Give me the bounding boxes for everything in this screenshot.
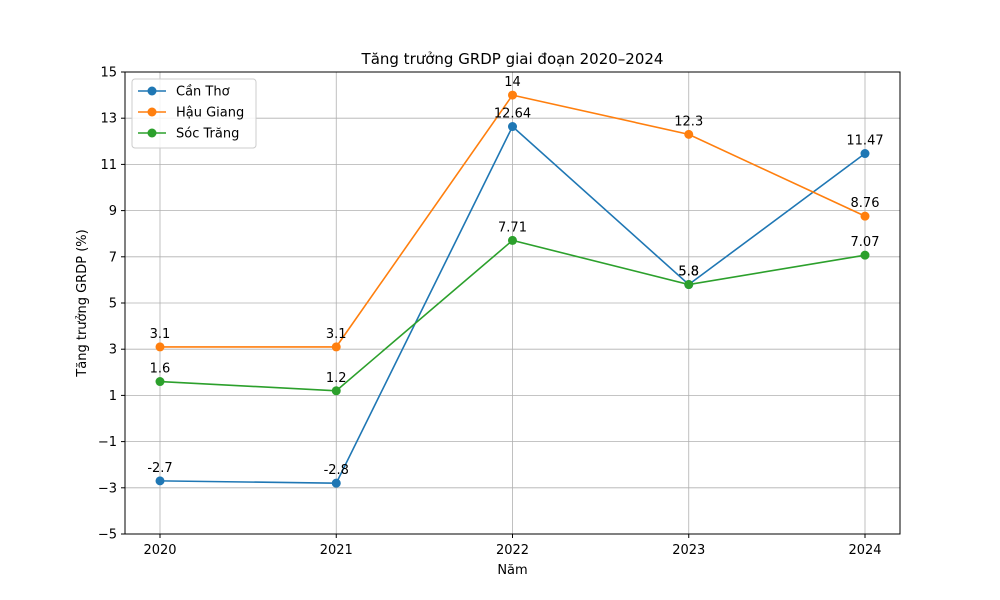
data-label: 11.47	[846, 134, 883, 149]
data-label: 5.8	[678, 265, 699, 280]
data-label: 7.07	[851, 235, 880, 250]
data-labels: -2.7 -2.8 12.64 5.8 11.47 3.1 3.1 14 12.3 8.76 1.6…	[147, 75, 883, 478]
data-label: 12.3	[674, 114, 703, 129]
data-point	[508, 122, 517, 132]
legend-marker	[147, 86, 157, 96]
data-label: 3.1	[150, 327, 171, 342]
data-label: 5.8	[678, 265, 699, 280]
legend-label: Sóc Trăng	[176, 127, 239, 142]
y-tick-label: 13	[100, 112, 117, 127]
data-point	[684, 129, 694, 139]
y-tick-label: 15	[100, 66, 117, 81]
data-label: 14	[504, 75, 521, 90]
y-tick-label: 7	[109, 250, 117, 265]
data-point	[508, 235, 517, 245]
data-label: -2.7	[147, 461, 172, 476]
data-label: 7.71	[498, 220, 527, 235]
y-tick-label: 9	[109, 204, 117, 219]
legend-item: Sóc Trăng	[138, 127, 239, 142]
x-axis-ticks: 2020 2021 2022 2023 2024	[143, 534, 882, 558]
legend-item: Cần Thơ	[138, 85, 230, 100]
data-label: 12.64	[494, 107, 531, 122]
legend-label: Cần Thơ	[176, 85, 230, 100]
chart-title: Tăng trưởng GRDP giai đoạn 2020–2024	[361, 50, 664, 68]
x-axis-label: Năm	[497, 563, 527, 578]
y-tick-label: 3	[109, 343, 117, 358]
data-point	[331, 386, 341, 396]
legend: Cần Thơ Hậu Giang Sóc Trăng	[131, 78, 257, 149]
data-point	[331, 342, 341, 352]
data-label: 1.2	[326, 371, 347, 386]
series-3	[155, 235, 870, 396]
legend-item: Hậu Giang	[138, 106, 244, 121]
data-point	[155, 476, 165, 486]
y-tick-label: −5	[98, 528, 117, 543]
series-layer	[155, 90, 870, 488]
y-tick-label: 11	[100, 158, 117, 173]
y-axis-label: Tăng trưởng GRDP (%)	[75, 229, 90, 377]
data-point	[155, 342, 165, 352]
data-point	[860, 211, 870, 221]
y-tick-label: 1	[109, 389, 117, 404]
data-point	[508, 90, 517, 100]
x-tick-label: 2024	[848, 543, 881, 558]
legend-label: Hậu Giang	[176, 106, 244, 121]
y-tick-label: −3	[98, 481, 117, 496]
data-point	[155, 377, 165, 387]
data-label: 3.1	[326, 327, 347, 342]
series-2	[155, 90, 870, 352]
legend-marker	[147, 128, 157, 138]
data-point	[684, 280, 694, 290]
y-tick-label: 5	[109, 297, 117, 312]
x-tick-label: 2022	[496, 543, 529, 558]
legend-box	[131, 78, 257, 149]
x-tick-label: 2023	[672, 543, 705, 558]
data-point	[860, 149, 870, 159]
data-point	[331, 478, 341, 488]
x-tick-label: 2021	[320, 543, 353, 558]
legend-marker	[147, 107, 157, 117]
data-label: -2.8	[324, 463, 349, 478]
y-tick-label: −1	[98, 435, 117, 450]
data-point	[860, 250, 870, 260]
data-label: 8.76	[851, 196, 880, 211]
x-tick-label: 2020	[143, 543, 176, 558]
data-label: 1.6	[150, 362, 171, 377]
